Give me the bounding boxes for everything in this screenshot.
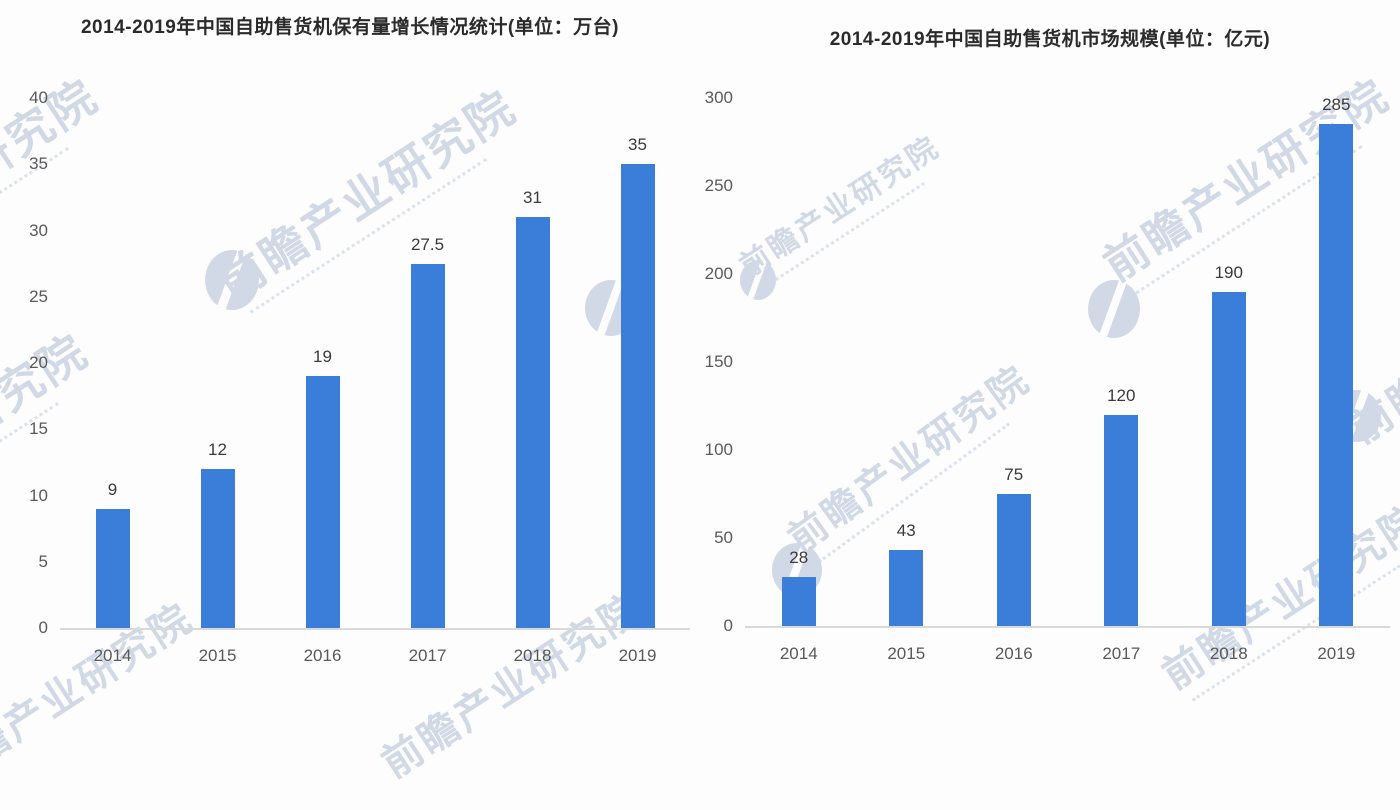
y-tick-100: 100 — [704, 440, 733, 459]
y-tick-15: 15 — [29, 419, 48, 439]
plot-area: 0 5 10 15 20 25 30 35 40 9 2014 12 2015 19 2016 27.5 201… — [29, 88, 690, 665]
y-tick-5: 5 — [38, 551, 48, 571]
value-label-2015: 12 — [208, 440, 227, 459]
bar-2014 — [781, 576, 816, 626]
y-tick-150: 150 — [704, 352, 733, 371]
x-label-2018: 2018 — [1209, 644, 1248, 663]
bar-2018 — [515, 217, 550, 628]
plot-area: 0 50 100 150 200 250 300 28 2014 43 2015 75 2016 120 2… — [705, 88, 1390, 663]
y-tick-30: 30 — [29, 220, 48, 240]
x-label-2019: 2019 — [1317, 644, 1356, 663]
value-label-2019: 35 — [628, 135, 647, 155]
x-label-2016: 2016 — [994, 644, 1033, 663]
x-label-2014: 2014 — [93, 646, 132, 665]
value-label-2016: 19 — [313, 347, 332, 367]
value-label-2019: 285 — [1322, 95, 1351, 115]
value-label-2014: 28 — [789, 547, 809, 567]
x-label-2014: 2014 — [779, 644, 818, 663]
y-tick-25: 25 — [29, 286, 48, 306]
bar-2018 — [1211, 291, 1246, 626]
value-label-2017: 120 — [1107, 385, 1136, 405]
chart-title: 2014-2019年中国自助售货机保有量增长情况统计(单位：万台) — [80, 17, 620, 38]
y-tick-250: 250 — [704, 176, 733, 195]
bar-2017 — [1104, 414, 1139, 626]
chart-vending-machine-market-size: 2014-2019年中国自助售货机市场规模(单位：亿元) 0 50 100 150 20… — [700, 0, 1400, 700]
bar-2017 — [410, 263, 445, 628]
value-label-2016: 75 — [1004, 465, 1024, 484]
y-tick-200: 200 — [704, 264, 733, 283]
bar-2014 — [95, 508, 130, 628]
chart-title: 2014-2019年中国自助售货机市场规模(单位：亿元) — [829, 29, 1271, 50]
y-tick-300: 300 — [704, 88, 733, 107]
y-tick-35: 35 — [29, 154, 48, 174]
chart-vending-machine-holdings: 2014-2019年中国自助售货机保有量增长情况统计(单位：万台) 0 5 10 15… — [0, 0, 700, 700]
bar-2019 — [1319, 124, 1354, 626]
y-tick-20: 20 — [29, 353, 48, 372]
x-label-2017: 2017 — [408, 646, 447, 665]
x-label-2015: 2015 — [887, 644, 926, 663]
value-label-2014: 9 — [107, 479, 118, 499]
x-label-2016: 2016 — [303, 646, 342, 665]
bar-2016 — [305, 376, 340, 628]
y-tick-50: 50 — [714, 528, 733, 547]
value-label-2017: 27.5 — [410, 234, 445, 254]
value-label-2015: 43 — [896, 521, 916, 541]
x-label-2015: 2015 — [198, 646, 237, 665]
x-label-2019: 2019 — [618, 646, 657, 665]
x-label-2018: 2018 — [513, 646, 552, 665]
y-tick-10: 10 — [29, 485, 48, 505]
y-tick-0: 0 — [38, 618, 48, 637]
value-label-2018: 190 — [1214, 262, 1243, 282]
y-tick-0: 0 — [723, 616, 733, 635]
x-label-2017: 2017 — [1102, 644, 1141, 663]
y-tick-40: 40 — [29, 88, 48, 107]
vending-machine-statistics-figure: { "watermark": { "text": "前瞻产业研究院" }, "c… — [0, 0, 1400, 700]
bar-2019 — [620, 164, 655, 628]
value-label-2018: 31 — [523, 188, 542, 208]
bar-2015 — [200, 469, 235, 628]
bar-2015 — [889, 550, 924, 626]
bar-2016 — [996, 494, 1031, 626]
